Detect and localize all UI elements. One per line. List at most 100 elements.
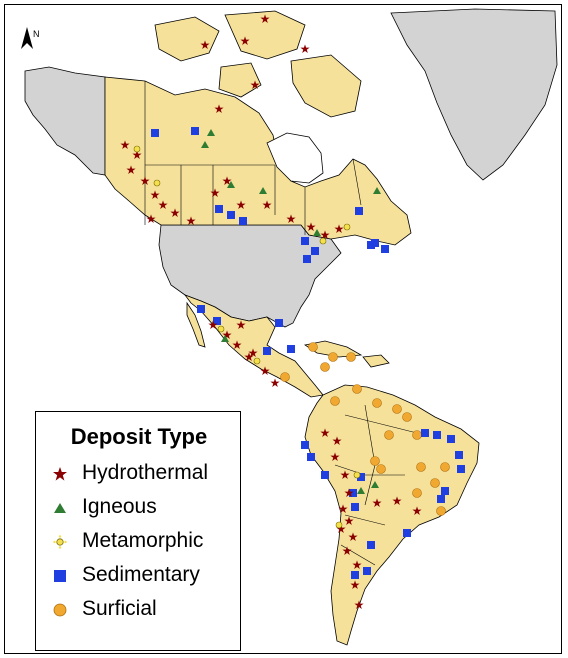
triangle-marker: [357, 487, 365, 494]
legend-item-sedimentary: Sedimentary: [52, 562, 242, 590]
star-marker: ★: [210, 186, 221, 200]
star-marker: ★: [286, 212, 297, 226]
square-marker: [275, 319, 283, 327]
burst-marker: [133, 145, 141, 153]
star-marker: ★: [186, 214, 197, 228]
star-marker: ★: [200, 38, 211, 52]
circle-marker: [280, 372, 290, 382]
legend-label-surficial: Surficial: [82, 597, 157, 620]
star-marker: ★: [338, 502, 349, 516]
star-marker: ★: [170, 206, 181, 220]
square-marker: [403, 529, 411, 537]
star-marker: ★: [260, 12, 271, 26]
arctic-island-1: [154, 16, 220, 62]
square-marker: [351, 571, 359, 579]
square-icon: [54, 570, 66, 582]
star-marker: ★: [248, 346, 259, 360]
star-marker: ★: [306, 220, 317, 234]
star-marker: ★: [222, 174, 233, 188]
star-marker: ★: [392, 494, 403, 508]
circle-marker: [436, 506, 446, 516]
star-marker: ★: [150, 188, 161, 202]
burst-marker: [153, 179, 161, 187]
circle-marker: [392, 404, 402, 414]
burst-marker: [319, 237, 327, 245]
star-marker: ★: [332, 434, 343, 448]
square-marker: [367, 541, 375, 549]
non-study-land: [24, 8, 558, 328]
circle-icon: [53, 603, 67, 617]
star-marker: ★: [214, 102, 225, 116]
triangle-marker: [259, 187, 267, 194]
square-marker: [227, 211, 235, 219]
legend-label-hydrothermal: Hydrothermal: [82, 461, 209, 484]
square-marker: [357, 473, 365, 481]
square-marker: [311, 247, 319, 255]
star-marker: ★: [232, 338, 243, 352]
circle-marker: [430, 478, 440, 488]
arctic-island-2: [224, 10, 306, 60]
square-marker: [191, 127, 199, 135]
circle-marker: [328, 352, 338, 362]
star-marker: ★: [208, 318, 219, 332]
square-marker: [213, 317, 221, 325]
star-marker: ★: [352, 558, 363, 572]
legend-label-igneous: Igneous: [82, 495, 157, 518]
star-marker: ★: [348, 530, 359, 544]
burst-marker: [217, 325, 225, 333]
alaska-landmass: [24, 66, 106, 176]
star-icon: [53, 467, 67, 481]
star-marker: ★: [262, 198, 273, 212]
square-marker: [349, 489, 357, 497]
circle-marker: [320, 362, 330, 372]
hudson-bay: [266, 132, 324, 184]
triangle-marker: [373, 187, 381, 194]
triangle-marker: [207, 129, 215, 136]
star-marker: ★: [244, 350, 255, 364]
deposit-points: ★★★★★★★★ ★★★★ ★★★★ ★★★ ★★★★★★★★★★★★★★★★★★★★★…: [120, 12, 465, 612]
caribbean-island-hispaniola: [362, 354, 390, 368]
circle-marker: [402, 412, 412, 422]
circle-marker: [416, 462, 426, 472]
canada-landmass: [104, 76, 412, 246]
square-marker: [447, 435, 455, 443]
circle-marker: [308, 342, 318, 352]
square-marker: [457, 465, 465, 473]
burst-marker: [343, 223, 351, 231]
square-marker: [263, 347, 271, 355]
arctic-island-4: [218, 62, 262, 98]
triangle-marker: [227, 181, 235, 188]
burst-icon: [53, 535, 67, 549]
south-america-landmass: [304, 384, 480, 646]
star-marker: ★: [412, 504, 423, 518]
legend-title: Deposit Type: [70, 424, 208, 449]
star-marker: ★: [132, 148, 143, 162]
circle-marker: [376, 464, 386, 474]
caribbean-island-cuba: [303, 340, 363, 358]
square-marker: [301, 237, 309, 245]
square-marker: [287, 345, 295, 353]
star-marker: ★: [340, 468, 351, 482]
star-marker: ★: [126, 163, 137, 177]
map-frame: ★ ★ ★ ★ ★ ★ ★ ★ ★ ★ ★ ★ ★ ★ ★ ★ ★ ★ ★ ★ ★ ★ ★ ★ ★ ★ ★ ★ ★ ★ ★ ★ ★ ★ ★ ★ ★ ★ ★ ★…: [4, 4, 562, 654]
star-marker: ★: [372, 496, 383, 510]
star-marker: ★: [300, 42, 311, 56]
star-marker: ★: [240, 34, 251, 48]
triangle-marker: [221, 335, 229, 342]
greenland-landmass: [390, 8, 558, 181]
burst-marker: [353, 471, 361, 479]
star-marker: ★: [222, 328, 233, 342]
star-marker: ★: [120, 138, 131, 152]
square-marker: [455, 451, 463, 459]
square-marker: [301, 441, 309, 449]
americas-map: ★★★★★★★★ ★★★★ ★★★★ ★★★ ★★★★★★★★★★★★★★★★★★★★★…: [24, 8, 558, 646]
arctic-island-3: [290, 54, 362, 118]
burst-marker: [335, 521, 343, 529]
burst-marker: [253, 357, 261, 365]
square-marker: [421, 429, 429, 437]
circle-marker: [412, 430, 422, 440]
legend-item-surficial: Surficial: [52, 596, 242, 624]
province-borders: [144, 81, 362, 235]
star-marker: ★: [334, 222, 345, 236]
square-marker: [381, 245, 389, 253]
